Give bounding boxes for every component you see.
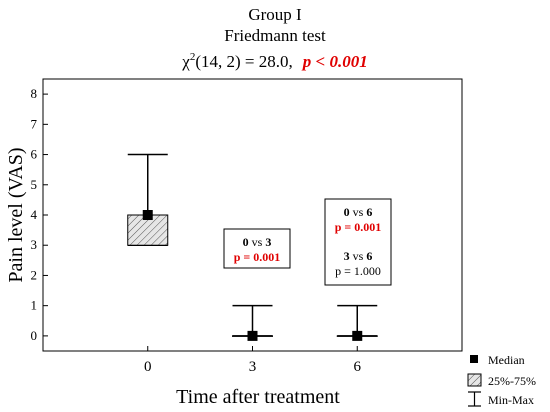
legend-whisker-label: Min-Max	[488, 393, 534, 407]
comparison-3-vs-6-label: 3 vs 6	[344, 249, 373, 263]
median-marker-6	[352, 330, 363, 341]
iqr-box-0	[127, 214, 169, 246]
y-tick-label: 5	[31, 177, 38, 192]
y-tick-label: 1	[31, 298, 38, 313]
legend-median-symbol	[470, 355, 478, 363]
x-axis: 0 3 6	[144, 346, 362, 375]
legend: Median 25%-75% Min-Max	[467, 353, 536, 407]
chi-superscript: 2	[190, 51, 196, 63]
median-marker-3	[247, 330, 258, 341]
comparison-0-vs-6-p: p = 0.001	[335, 220, 382, 234]
chi-symbol: χ	[181, 52, 190, 71]
legend-box-symbol	[467, 373, 482, 387]
comparison-box-0-vs-3: 0 vs 3 p = 0.001	[223, 228, 291, 269]
plot-marks	[127, 153, 378, 341]
y-tick-label: 4	[31, 207, 38, 222]
x-axis-title: Time after treatment	[176, 386, 340, 408]
y-tick-label: 2	[31, 267, 38, 282]
overall-p-value: p < 0.001	[301, 52, 368, 71]
y-axis: 0 1 2 3 4 5 6 7 8	[31, 86, 48, 343]
comparison-0-vs-3-label: 0 vs 3	[243, 235, 272, 249]
test-statistic: χ2(14, 2) = 28.0, p < 0.001	[181, 51, 367, 71]
y-tick-label: 3	[31, 237, 38, 252]
comparison-0-vs-3-p: p = 0.001	[234, 250, 281, 264]
y-tick-label: 7	[31, 116, 38, 131]
comparison-3-vs-6-p: p = 1.000	[335, 264, 381, 278]
x-tick-label: 6	[354, 359, 362, 375]
legend-box-label: 25%-75%	[488, 374, 536, 388]
chi-args: (14, 2) = 28.0,	[195, 52, 292, 71]
legend-median-label: Median	[488, 353, 525, 367]
y-tick-label: 6	[31, 147, 38, 162]
x-tick-label: 3	[249, 359, 257, 375]
y-tick-label: 8	[31, 86, 38, 101]
legend-whisker-symbol	[468, 391, 481, 407]
y-axis-title: Pain level (VAS)	[5, 147, 27, 282]
y-tick-label: 0	[31, 328, 38, 343]
median-marker-0	[142, 210, 153, 220]
comparison-box-0-vs-6-and-3-vs-6: 0 vs 6 p = 0.001 3 vs 6 p = 1.000	[324, 198, 392, 286]
comparison-0-vs-6-label: 0 vs 6	[344, 205, 373, 219]
chart-subtitle: Friedmann test	[224, 26, 326, 45]
chart-title: Group I	[248, 5, 302, 24]
x-tick-label: 0	[144, 359, 152, 375]
